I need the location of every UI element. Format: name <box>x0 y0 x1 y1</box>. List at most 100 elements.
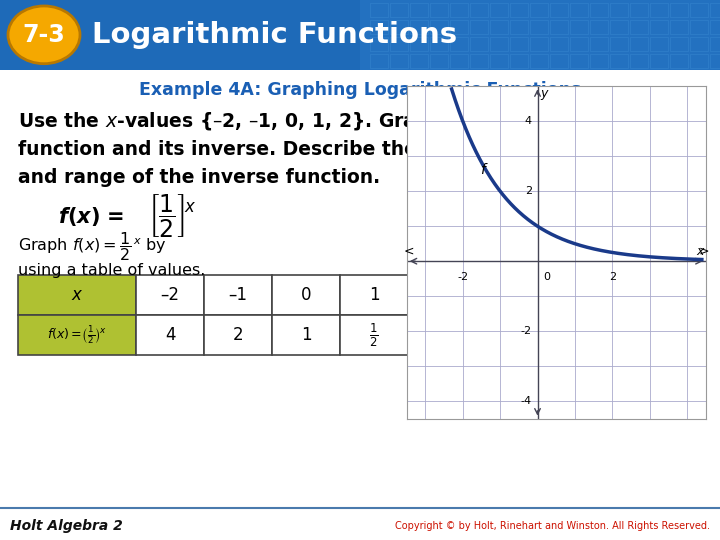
Bar <box>530 20 548 34</box>
Text: >: > <box>698 245 709 258</box>
Bar <box>550 54 568 68</box>
Bar <box>470 37 488 51</box>
Text: $\frac{1}{2}$: $\frac{1}{2}$ <box>369 321 379 348</box>
Bar <box>490 3 508 17</box>
Text: $f(x) =\!\left(\frac{1}{2}\right)^{\!x}$: $f(x) =\!\left(\frac{1}{2}\right)^{\!x}$ <box>48 324 107 346</box>
Bar <box>490 37 508 51</box>
Bar <box>590 37 608 51</box>
Bar <box>510 3 528 17</box>
Bar <box>570 3 588 17</box>
Bar <box>530 54 548 68</box>
Bar <box>390 20 408 34</box>
Text: Copyright © by Holt, Rinehart and Winston. All Rights Reserved.: Copyright © by Holt, Rinehart and Winsto… <box>395 521 710 531</box>
Bar <box>408 315 476 355</box>
Bar <box>410 20 428 34</box>
Bar <box>510 37 528 51</box>
Bar <box>610 3 628 17</box>
Bar <box>470 3 488 17</box>
Bar <box>450 54 468 68</box>
Text: 2: 2 <box>608 272 616 282</box>
Text: y: y <box>541 87 548 100</box>
Bar <box>136 315 204 355</box>
Bar <box>690 54 708 68</box>
Text: –1: –1 <box>228 286 248 304</box>
Bar <box>630 20 648 34</box>
Bar <box>410 3 428 17</box>
Bar <box>430 3 448 17</box>
Bar <box>430 37 448 51</box>
Text: Example 4A: Graphing Logarithmic Functions: Example 4A: Graphing Logarithmic Functio… <box>139 80 581 99</box>
Text: 4: 4 <box>525 116 532 126</box>
Text: –2: –2 <box>161 286 179 304</box>
Text: x: x <box>696 245 703 258</box>
Bar <box>610 37 628 51</box>
Bar <box>570 54 588 68</box>
Bar <box>340 275 408 315</box>
Bar <box>430 20 448 34</box>
Bar <box>550 37 568 51</box>
Bar <box>550 20 568 34</box>
Bar <box>390 37 408 51</box>
Text: and range of the inverse function.: and range of the inverse function. <box>18 168 380 187</box>
Text: 7-3: 7-3 <box>22 23 66 47</box>
Bar <box>490 20 508 34</box>
Bar <box>630 3 648 17</box>
Bar <box>570 20 588 34</box>
Bar <box>590 3 608 17</box>
Text: -2: -2 <box>457 272 469 282</box>
Text: 2: 2 <box>525 186 532 196</box>
Bar <box>450 20 468 34</box>
Bar <box>18 275 136 315</box>
Text: $\frac{1}{4}$: $\frac{1}{4}$ <box>437 321 446 348</box>
Bar <box>710 54 720 68</box>
Text: 2: 2 <box>437 286 447 304</box>
Text: Use the $\mathit{x}$-values {–2, –1, 0, 1, 2}. Graph the: Use the $\mathit{x}$-values {–2, –1, 0, … <box>18 110 485 133</box>
Bar <box>690 20 708 34</box>
Text: 4: 4 <box>165 326 175 344</box>
Text: $\boldsymbol{f(x)}$ =: $\boldsymbol{f(x)}$ = <box>58 205 125 228</box>
Bar <box>490 54 508 68</box>
Bar <box>650 37 668 51</box>
Bar <box>650 3 668 17</box>
Bar <box>272 275 340 315</box>
Text: <: < <box>403 245 414 258</box>
Bar <box>410 54 428 68</box>
Bar <box>690 37 708 51</box>
Text: $f$: $f$ <box>480 162 488 177</box>
Text: 1: 1 <box>369 286 379 304</box>
Text: $\mathit{x}$: $\mathit{x}$ <box>71 286 84 304</box>
Bar <box>390 54 408 68</box>
Text: $\left[\dfrac{1}{2}\right]^{\!x}$: $\left[\dfrac{1}{2}\right]^{\!x}$ <box>148 193 197 240</box>
Text: Graph $f(x) = \dfrac{1}{2}^{\,x}$ by: Graph $f(x) = \dfrac{1}{2}^{\,x}$ by <box>18 230 167 264</box>
Bar <box>510 20 528 34</box>
Bar <box>430 54 448 68</box>
Bar <box>670 20 688 34</box>
Bar <box>360 0 720 70</box>
Bar <box>630 54 648 68</box>
Bar <box>650 20 668 34</box>
Bar <box>530 3 548 17</box>
Bar <box>370 3 388 17</box>
Bar <box>470 54 488 68</box>
Bar <box>630 37 648 51</box>
Text: 2: 2 <box>233 326 243 344</box>
Bar <box>710 20 720 34</box>
Bar <box>370 54 388 68</box>
Bar <box>710 3 720 17</box>
Bar <box>136 275 204 315</box>
Bar <box>450 3 468 17</box>
Bar <box>370 20 388 34</box>
Bar <box>610 54 628 68</box>
Ellipse shape <box>8 6 80 64</box>
Bar <box>710 37 720 51</box>
Bar <box>590 20 608 34</box>
Bar <box>610 20 628 34</box>
Bar <box>340 315 408 355</box>
Bar <box>470 20 488 34</box>
Bar <box>690 3 708 17</box>
Bar <box>670 3 688 17</box>
Bar <box>590 54 608 68</box>
Bar <box>530 37 548 51</box>
Bar <box>450 37 468 51</box>
Bar <box>408 275 476 315</box>
